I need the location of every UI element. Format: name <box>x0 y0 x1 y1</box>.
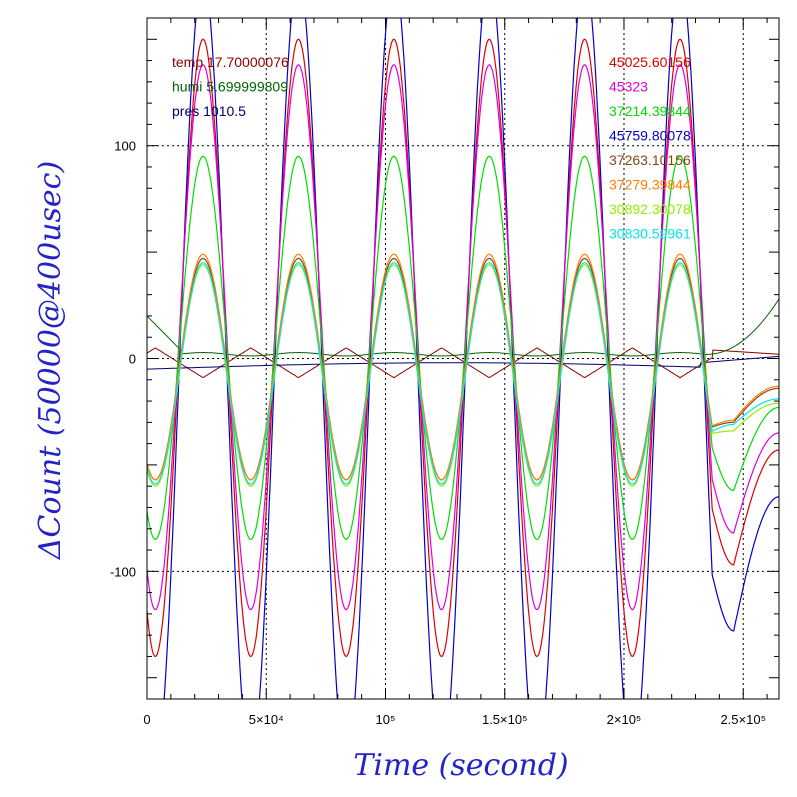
x-axis-title: Time (second) <box>353 748 568 783</box>
legend-right-entry: 37279.39844 <box>609 177 691 193</box>
legend-left-entry: humi 5.699999809 <box>172 79 288 95</box>
y-axis-title: ΔCount (50000@400usec) <box>33 161 68 560</box>
legend-right-entry: 30830.59961 <box>609 226 691 242</box>
series-line-30830-59961 <box>147 262 779 485</box>
y-tick-label: 100 <box>114 139 136 154</box>
series-line-37279-39844 <box>147 253 779 481</box>
series-line-45323 <box>147 64 779 611</box>
x-tick-label: 10⁵ <box>376 712 396 727</box>
series-line-45759-80078 <box>163 18 779 699</box>
grid <box>147 18 779 699</box>
legend-right-entry: 45759.80078 <box>609 128 691 144</box>
series-line-pres <box>147 355 779 370</box>
series-group <box>147 18 779 699</box>
legend-left: temp 17.70000076 humi 5.699999809 pres 101… <box>172 54 289 119</box>
x-tick-label: 2×10⁵ <box>607 712 642 727</box>
legend-right-entry: 37263.10156 <box>609 152 691 168</box>
series-line-37214-39844 <box>147 155 779 541</box>
legend-right-entry: 45025.60156 <box>609 54 691 70</box>
ticks: 0 5×10⁴ 10⁵ 1.5×10⁵ 2×10⁵ 2.5×10⁵ 100 0 -100 <box>110 18 779 727</box>
legend-right-entry: 45323 <box>609 79 648 95</box>
series-line-humi <box>147 299 779 357</box>
legend-right: 45025.60156 45323 37214.39844 45759.80078 37… <box>609 54 691 242</box>
series-line-temp <box>147 347 779 379</box>
x-tick-label: 1.5×10⁵ <box>482 712 528 727</box>
y-tick-label: -100 <box>110 564 136 579</box>
legend-right-entry: 37214.39844 <box>609 103 691 119</box>
legend-left-entry: pres 1010.5 <box>172 103 246 119</box>
x-tick-label: 2.5×10⁵ <box>720 712 766 727</box>
x-tick-label: 0 <box>143 712 150 727</box>
series-line-45025-60156 <box>147 38 779 658</box>
legend-left-entry: temp 17.70000076 <box>172 54 289 70</box>
x-tick-label: 5×10⁴ <box>249 712 284 727</box>
legend-right-entry: 30892.30078 <box>609 201 691 217</box>
y-tick-label: 0 <box>129 352 136 367</box>
